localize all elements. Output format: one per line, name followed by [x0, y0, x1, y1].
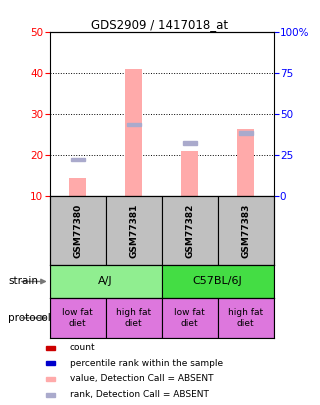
Text: A/J: A/J	[98, 277, 113, 286]
Text: strain: strain	[8, 277, 38, 286]
Bar	[69, 178, 86, 196]
Text: GSM77382: GSM77382	[185, 204, 194, 258]
Text: GSM77381: GSM77381	[129, 204, 138, 258]
Text: GDS2909 / 1417018_at: GDS2909 / 1417018_at	[92, 18, 228, 31]
Text: value, Detection Call = ABSENT: value, Detection Call = ABSENT	[70, 375, 213, 384]
Text: high fat
diet: high fat diet	[116, 308, 151, 328]
Text: GSM77383: GSM77383	[241, 204, 250, 258]
Bar	[50, 196, 106, 265]
Bar	[218, 298, 274, 338]
Bar	[50, 298, 106, 338]
Text: low fat
diet: low fat diet	[62, 308, 93, 328]
Text: low fat
diet: low fat diet	[174, 308, 205, 328]
Text: count: count	[70, 343, 95, 352]
Bar	[239, 131, 252, 134]
Text: percentile rank within the sample: percentile rank within the sample	[70, 359, 223, 368]
Bar	[162, 298, 218, 338]
Bar	[46, 361, 55, 365]
Bar	[106, 298, 162, 338]
Bar	[183, 141, 196, 145]
Bar	[71, 158, 84, 161]
Text: GSM77380: GSM77380	[73, 204, 82, 258]
Bar	[162, 265, 274, 298]
Bar	[162, 196, 218, 265]
Bar	[218, 196, 274, 265]
Text: high fat
diet: high fat diet	[228, 308, 263, 328]
Text: rank, Detection Call = ABSENT: rank, Detection Call = ABSENT	[70, 390, 208, 399]
Bar	[127, 123, 140, 126]
Bar	[50, 265, 162, 298]
Bar	[237, 129, 254, 196]
Bar	[46, 392, 55, 397]
Bar	[46, 377, 55, 381]
Bar	[125, 69, 142, 196]
Bar	[46, 345, 55, 350]
Text: C57BL/6J: C57BL/6J	[193, 277, 243, 286]
Bar	[106, 196, 162, 265]
Bar	[181, 151, 198, 196]
Text: protocol: protocol	[8, 313, 51, 323]
